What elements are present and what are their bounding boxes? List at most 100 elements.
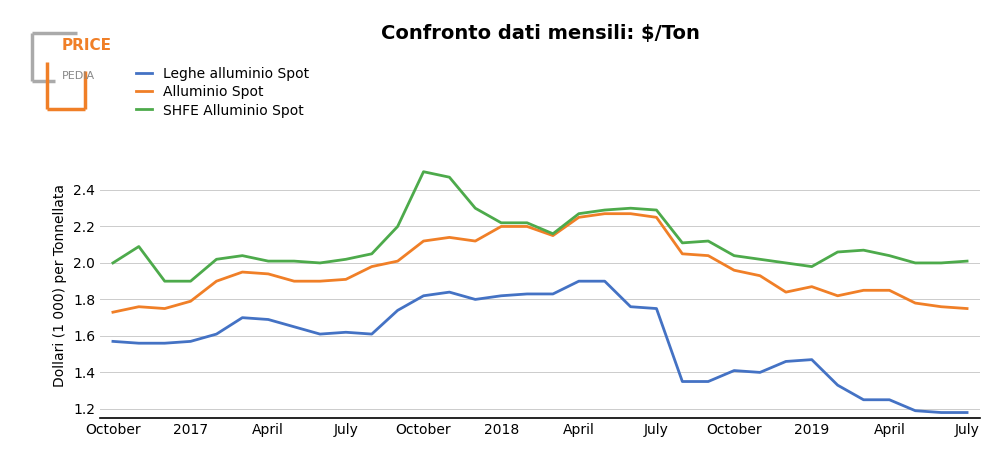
Alluminio Spot: [210, 278, 222, 284]
SHFE Alluminio Spot: [625, 205, 637, 211]
Alluminio Spot: [418, 238, 430, 244]
Leghe alluminio Spot: [262, 317, 274, 323]
SHFE Alluminio Spot: [314, 260, 326, 266]
SHFE Alluminio Spot: [521, 220, 533, 226]
SHFE Alluminio Spot: [547, 231, 559, 237]
Line: SHFE Alluminio Spot: SHFE Alluminio Spot: [113, 172, 967, 281]
Text: PRICE: PRICE: [62, 38, 112, 53]
Leghe alluminio Spot: [314, 331, 326, 337]
Leghe alluminio Spot: [340, 329, 352, 335]
Leghe alluminio Spot: [832, 382, 844, 388]
Leghe alluminio Spot: [806, 357, 818, 362]
Leghe alluminio Spot: [495, 293, 507, 299]
Alluminio Spot: [832, 293, 844, 299]
Alluminio Spot: [806, 284, 818, 289]
SHFE Alluminio Spot: [676, 240, 688, 246]
Alluminio Spot: [676, 251, 688, 256]
SHFE Alluminio Spot: [392, 224, 404, 229]
Leghe alluminio Spot: [521, 291, 533, 297]
Alluminio Spot: [702, 253, 714, 258]
Line: Leghe alluminio Spot: Leghe alluminio Spot: [113, 281, 967, 412]
Alluminio Spot: [288, 278, 300, 284]
Leghe alluminio Spot: [676, 379, 688, 384]
SHFE Alluminio Spot: [650, 207, 662, 213]
Leghe alluminio Spot: [469, 296, 481, 302]
Leghe alluminio Spot: [754, 370, 766, 375]
Leghe alluminio Spot: [883, 397, 895, 403]
Legend: Leghe alluminio Spot, Alluminio Spot, SHFE Alluminio Spot: Leghe alluminio Spot, Alluminio Spot, SH…: [130, 62, 315, 123]
Alluminio Spot: [909, 300, 921, 306]
Leghe alluminio Spot: [418, 293, 430, 299]
Alluminio Spot: [728, 267, 740, 273]
Alluminio Spot: [340, 276, 352, 282]
Alluminio Spot: [366, 264, 378, 269]
Y-axis label: Dollari (1 000) per Tonnellata: Dollari (1 000) per Tonnellata: [53, 184, 67, 387]
Leghe alluminio Spot: [702, 379, 714, 384]
Alluminio Spot: [469, 238, 481, 244]
Leghe alluminio Spot: [573, 278, 585, 284]
Leghe alluminio Spot: [961, 409, 973, 415]
Alluminio Spot: [935, 304, 947, 310]
Alluminio Spot: [236, 269, 248, 275]
SHFE Alluminio Spot: [909, 260, 921, 266]
Alluminio Spot: [573, 215, 585, 220]
Leghe alluminio Spot: [288, 324, 300, 330]
SHFE Alluminio Spot: [961, 258, 973, 264]
Leghe alluminio Spot: [443, 289, 455, 295]
Text: PEDIA: PEDIA: [62, 71, 95, 81]
Alluminio Spot: [185, 298, 197, 304]
Leghe alluminio Spot: [858, 397, 870, 403]
Leghe alluminio Spot: [366, 331, 378, 337]
SHFE Alluminio Spot: [754, 256, 766, 262]
Leghe alluminio Spot: [625, 304, 637, 310]
Alluminio Spot: [780, 289, 792, 295]
SHFE Alluminio Spot: [495, 220, 507, 226]
Alluminio Spot: [443, 235, 455, 240]
SHFE Alluminio Spot: [262, 258, 274, 264]
SHFE Alluminio Spot: [858, 247, 870, 253]
SHFE Alluminio Spot: [185, 278, 197, 284]
SHFE Alluminio Spot: [780, 260, 792, 266]
SHFE Alluminio Spot: [883, 253, 895, 258]
Alluminio Spot: [961, 306, 973, 312]
Alluminio Spot: [159, 306, 171, 312]
Alluminio Spot: [107, 309, 119, 315]
Line: Alluminio Spot: Alluminio Spot: [113, 214, 967, 312]
SHFE Alluminio Spot: [366, 251, 378, 256]
SHFE Alluminio Spot: [599, 207, 611, 213]
Leghe alluminio Spot: [236, 315, 248, 321]
Alluminio Spot: [262, 271, 274, 277]
Alluminio Spot: [599, 211, 611, 217]
Alluminio Spot: [754, 273, 766, 278]
Alluminio Spot: [650, 215, 662, 220]
SHFE Alluminio Spot: [159, 278, 171, 284]
SHFE Alluminio Spot: [728, 253, 740, 258]
Leghe alluminio Spot: [599, 278, 611, 284]
SHFE Alluminio Spot: [443, 174, 455, 180]
SHFE Alluminio Spot: [236, 253, 248, 258]
Alluminio Spot: [392, 258, 404, 264]
SHFE Alluminio Spot: [288, 258, 300, 264]
Leghe alluminio Spot: [547, 291, 559, 297]
SHFE Alluminio Spot: [210, 256, 222, 262]
SHFE Alluminio Spot: [832, 249, 844, 255]
SHFE Alluminio Spot: [133, 244, 145, 249]
SHFE Alluminio Spot: [935, 260, 947, 266]
SHFE Alluminio Spot: [418, 169, 430, 175]
SHFE Alluminio Spot: [340, 256, 352, 262]
Leghe alluminio Spot: [210, 331, 222, 337]
Leghe alluminio Spot: [133, 341, 145, 346]
SHFE Alluminio Spot: [806, 264, 818, 269]
SHFE Alluminio Spot: [107, 260, 119, 266]
Text: Confronto dati mensili: $/Ton: Confronto dati mensili: $/Ton: [381, 24, 699, 43]
Alluminio Spot: [858, 287, 870, 293]
Alluminio Spot: [883, 287, 895, 293]
Leghe alluminio Spot: [650, 306, 662, 312]
Alluminio Spot: [625, 211, 637, 217]
SHFE Alluminio Spot: [702, 238, 714, 244]
Alluminio Spot: [495, 224, 507, 229]
Alluminio Spot: [133, 304, 145, 310]
Leghe alluminio Spot: [909, 408, 921, 414]
Leghe alluminio Spot: [780, 359, 792, 364]
Leghe alluminio Spot: [185, 339, 197, 344]
